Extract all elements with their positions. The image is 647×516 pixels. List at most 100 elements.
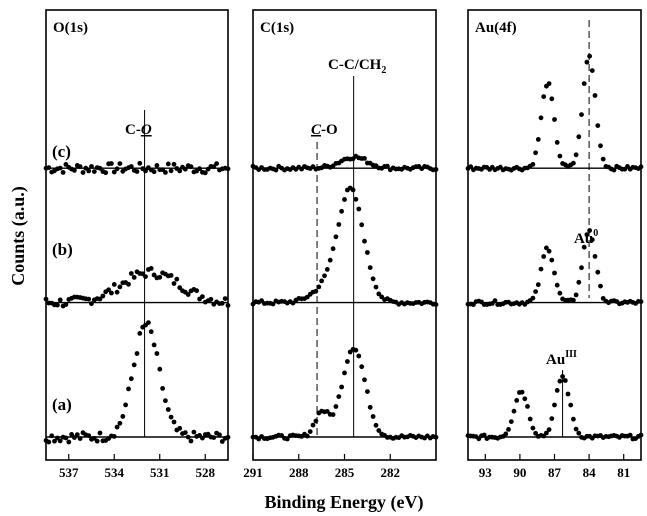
c1s-panel-title: C(1s): [260, 20, 294, 36]
o1s-data-point: [137, 160, 143, 166]
o1s-data-point: [194, 288, 200, 294]
au4f-data-point: [541, 254, 547, 259]
au4f-panel-frame: [467, 9, 642, 461]
au4f-data-point: [503, 431, 509, 437]
au4f-data-point: [544, 430, 549, 436]
o1s-data-point: [163, 170, 168, 175]
o1s-data-point: [208, 296, 214, 302]
au4f-data-point: [587, 228, 592, 233]
c1s-data-point: [333, 404, 339, 409]
o1s-data-point: [151, 169, 157, 175]
au4f-data-point: [549, 96, 555, 102]
au4f-data-point: [519, 389, 525, 395]
o1s-data-point: [174, 276, 180, 282]
au4f-data-point: [552, 117, 557, 122]
o1s-data-point: [77, 436, 83, 441]
o1s-data-point: [225, 434, 231, 440]
au4f-data-point: [554, 282, 560, 288]
o1s-data-point: [225, 166, 231, 172]
o1s-data-point: [66, 439, 72, 445]
o1s-data-point: [185, 292, 191, 297]
o1s-data-point: [163, 398, 168, 404]
c1s-data-point: [353, 347, 359, 353]
au4f-data-point: [579, 112, 584, 117]
au4f-data-point: [598, 143, 603, 149]
o1s-data-point: [134, 169, 140, 174]
au4f-tick-label: 81: [617, 465, 630, 480]
au4f-data-point: [576, 430, 582, 436]
o1s-data-point: [86, 168, 92, 174]
o1s-tick-label: 534: [105, 465, 125, 480]
o1s-data-point: [151, 272, 157, 278]
o1s-data-point: [154, 163, 160, 168]
au4f-data-point: [592, 93, 598, 98]
au4f-data-point: [525, 404, 530, 409]
au4f-data-point: [554, 388, 560, 393]
c1s-data-point: [373, 422, 379, 428]
au4f-data-point: [546, 427, 552, 432]
o1s-data-point: [177, 425, 183, 431]
au4f-data-point: [557, 378, 563, 384]
o1s-data-point: [219, 300, 225, 306]
c1s-data-point: [339, 208, 344, 214]
au4f-data-point: [492, 298, 498, 303]
c1s-data-point: [362, 377, 367, 383]
o1s-data-point: [111, 169, 117, 175]
trace-label-a: (a): [52, 395, 72, 414]
au4f-data-point: [560, 374, 565, 379]
o1s-data-point: [46, 439, 52, 445]
c1s-tick-label: 282: [381, 465, 401, 480]
au4f-data-point: [571, 160, 576, 166]
trace-label-b: (b): [52, 240, 73, 259]
o1s-data-point: [103, 170, 109, 176]
o1s-data-point: [165, 161, 171, 167]
o1s-data-point: [106, 287, 111, 293]
o1s-data-point: [72, 435, 77, 440]
o1s-data-point: [157, 274, 163, 280]
au4f-data-point: [581, 81, 587, 86]
au4f-data-point: [535, 282, 541, 288]
au4f-data-point: [538, 115, 544, 121]
o1s-data-point: [134, 351, 140, 356]
c1s-data-point: [376, 428, 382, 433]
au4f-data-point: [565, 391, 571, 397]
o1s-data-point: [200, 435, 205, 441]
au4f-data-point: [544, 245, 549, 251]
o1s-data-point: [86, 296, 92, 302]
o1s-data-point: [211, 164, 217, 170]
c1s-data-point: [336, 222, 342, 227]
au4f-data-point: [541, 94, 547, 99]
c1s-data-point: [304, 433, 310, 439]
o1s-data-point: [143, 274, 148, 279]
au4f-data-point: [573, 152, 579, 158]
o1s-data-point: [154, 351, 160, 356]
o1s-tick-label: 537: [59, 465, 79, 480]
o1s-data-point: [128, 164, 134, 169]
c1s-data-point: [370, 414, 376, 419]
au4f-data-point: [595, 123, 601, 128]
o1s-data-point: [111, 282, 117, 287]
au4f-data-point: [576, 279, 582, 285]
o1s-data-point: [217, 432, 222, 438]
o1s-data-point: [211, 435, 217, 440]
c1s-data-point: [367, 404, 373, 410]
c1s-data-point: [310, 422, 316, 428]
o1s-data-point: [177, 285, 183, 291]
au4f-panel-title: Au(4f): [475, 20, 517, 36]
o1s-data-point: [146, 320, 151, 325]
c1s-data-point: [336, 394, 342, 399]
c1s-data-point: [313, 418, 319, 424]
au4f-data-point: [530, 162, 536, 167]
c1s-data-point: [342, 370, 347, 376]
au4f-data-point: [557, 153, 563, 159]
au4f-data-point: [530, 295, 536, 301]
o1s-data-point: [46, 165, 52, 171]
o1s-data-point: [182, 166, 188, 172]
c1s-data-point: [330, 412, 336, 417]
c1s-data-point: [356, 206, 362, 212]
o1s-data-point: [165, 407, 171, 412]
o1s-data-point: [120, 414, 126, 419]
c1s-data-point: [273, 167, 279, 173]
o1s-data-point: [57, 438, 63, 444]
